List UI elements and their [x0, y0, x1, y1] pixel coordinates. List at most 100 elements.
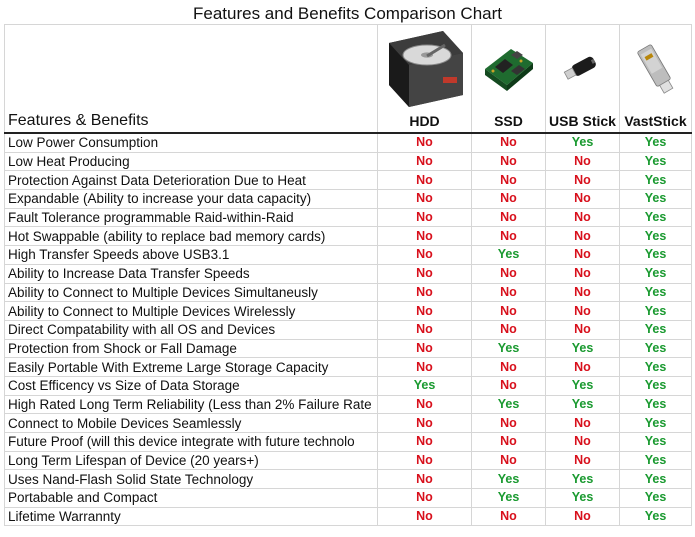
table-row: Hot Swappable (ability to replace bad me…	[4, 226, 692, 247]
value-cell-ssd: No	[471, 432, 546, 452]
value-cell-vaststick: Yes	[619, 506, 692, 527]
value-cell-usb-stick: No	[545, 189, 620, 209]
feature-name: Direct Compatability with all OS and Dev…	[4, 319, 378, 340]
feature-name: Low Power Consumption	[4, 132, 378, 153]
value-cell-usb-stick: No	[545, 245, 620, 265]
value-cell-hdd: No	[377, 357, 472, 377]
value-cell-usb-stick: Yes	[545, 394, 620, 415]
value-cell-vaststick: Yes	[619, 394, 692, 415]
value-cell-hdd: No	[377, 207, 472, 228]
value-cell-usb-stick: No	[545, 450, 620, 471]
value-cell-vaststick: Yes	[619, 357, 692, 377]
value-cell-usb-stick: No	[545, 357, 620, 377]
comparison-table: Features & Benefits	[4, 24, 692, 527]
hdd-image	[379, 29, 471, 109]
table-row: Low Power Consumption No No Yes Yes	[4, 132, 692, 153]
value-cell-hdd: No	[377, 189, 472, 209]
value-cell-ssd: No	[471, 375, 546, 396]
value-cell-usb-stick: No	[545, 207, 620, 228]
value-cell-hdd: No	[377, 338, 472, 359]
table-row: Ability to Connect to Multiple Devices S…	[4, 282, 692, 303]
feature-name: Long Term Lifespan of Device (20 years+)	[4, 450, 378, 471]
feature-name: Cost Efficency vs Size of Data Storage	[4, 375, 378, 396]
hdd-column-header: HDD	[377, 24, 472, 134]
value-cell-usb-stick: No	[545, 151, 620, 172]
usb-stick-column-header: USB Stick	[545, 24, 620, 134]
value-cell-hdd: No	[377, 132, 472, 153]
value-cell-vaststick: Yes	[619, 301, 692, 321]
vaststick-label: VastStick	[624, 113, 687, 129]
feature-name: High Transfer Speeds above USB3.1	[4, 245, 378, 265]
table-row: Connect to Mobile Devices Seamlessly No No…	[4, 413, 692, 433]
value-cell-vaststick: Yes	[619, 226, 692, 247]
table-row: Fault Tolerance programmable Raid-within…	[4, 207, 692, 228]
value-cell-vaststick: Yes	[619, 469, 692, 490]
chart-title: Features and Benefits Comparison Chart	[193, 4, 502, 23]
value-cell-hdd: No	[377, 413, 472, 433]
table-row: Cost Efficency vs Size of Data Storage Ye…	[4, 375, 692, 396]
feature-name: Protection Against Data Deterioration Du…	[4, 170, 378, 191]
value-cell-vaststick: Yes	[619, 319, 692, 340]
value-cell-usb-stick: No	[545, 263, 620, 284]
value-cell-vaststick: Yes	[619, 151, 692, 172]
value-cell-ssd: Yes	[471, 338, 546, 359]
value-cell-hdd: No	[377, 450, 472, 471]
usb-stick-image	[547, 29, 619, 109]
value-cell-hdd: No	[377, 170, 472, 191]
value-cell-vaststick: Yes	[619, 488, 692, 508]
value-cell-usb-stick: Yes	[545, 469, 620, 490]
feature-name: Ability to Increase Data Transfer Speeds	[4, 263, 378, 284]
value-cell-hdd: No	[377, 151, 472, 172]
value-cell-vaststick: Yes	[619, 132, 692, 153]
value-cell-vaststick: Yes	[619, 375, 692, 396]
value-cell-vaststick: Yes	[619, 207, 692, 228]
vaststick-column-header: VastStick	[619, 24, 692, 134]
table-row: Ability to Connect to Multiple Devices W…	[4, 301, 692, 321]
table-row: Expandable (Ability to increase your dat…	[4, 189, 692, 209]
value-cell-hdd: No	[377, 394, 472, 415]
usb-stick-label: USB Stick	[549, 113, 616, 129]
value-cell-hdd: No	[377, 263, 472, 284]
value-cell-ssd: No	[471, 189, 546, 209]
feature-name: High Rated Long Term Reliability (Less t…	[4, 394, 378, 415]
table-row: Long Term Lifespan of Device (20 years+)…	[4, 450, 692, 471]
feature-name: Uses Nand-Flash Solid State Technology	[4, 469, 378, 490]
value-cell-usb-stick: No	[545, 506, 620, 527]
value-cell-vaststick: Yes	[619, 282, 692, 303]
value-cell-vaststick: Yes	[619, 432, 692, 452]
value-cell-usb-stick: No	[545, 432, 620, 452]
value-cell-usb-stick: Yes	[545, 375, 620, 396]
feature-name: Ability to Connect to Multiple Devices S…	[4, 282, 378, 303]
value-cell-ssd: No	[471, 413, 546, 433]
value-cell-ssd: Yes	[471, 488, 546, 508]
value-cell-vaststick: Yes	[619, 338, 692, 359]
feature-name: Low Heat Producing	[4, 151, 378, 172]
header-row: Features & Benefits	[4, 24, 692, 134]
value-cell-vaststick: Yes	[619, 245, 692, 265]
value-cell-ssd: No	[471, 357, 546, 377]
value-cell-usb-stick: Yes	[545, 132, 620, 153]
value-cell-hdd: No	[377, 226, 472, 247]
value-cell-hdd: No	[377, 488, 472, 508]
table-row: Protection from Shock or Fall Damage No Ye…	[4, 338, 692, 359]
value-cell-ssd: Yes	[471, 394, 546, 415]
vaststick-image	[621, 29, 691, 109]
value-cell-vaststick: Yes	[619, 413, 692, 433]
table-row: Lifetime Warrannty No No No Yes	[4, 506, 692, 527]
value-cell-ssd: Yes	[471, 245, 546, 265]
value-cell-ssd: No	[471, 170, 546, 191]
value-cell-ssd: No	[471, 207, 546, 228]
value-cell-hdd: No	[377, 319, 472, 340]
value-cell-hdd: No	[377, 245, 472, 265]
table-row: Uses Nand-Flash Solid State Technology No…	[4, 469, 692, 490]
table-row: Direct Compatability with all OS and Dev…	[4, 319, 692, 340]
value-cell-usb-stick: No	[545, 170, 620, 191]
value-cell-ssd: No	[471, 282, 546, 303]
value-cell-usb-stick: No	[545, 282, 620, 303]
ssd-column-header: SSD	[471, 24, 546, 134]
value-cell-usb-stick: No	[545, 413, 620, 433]
feature-name: Future Proof (will this device integrate…	[4, 432, 378, 452]
table-row: High Rated Long Term Reliability (Less t…	[4, 394, 692, 415]
table-row: Easily Portable With Extreme Large Stora…	[4, 357, 692, 377]
feature-name: Easily Portable With Extreme Large Stora…	[4, 357, 378, 377]
